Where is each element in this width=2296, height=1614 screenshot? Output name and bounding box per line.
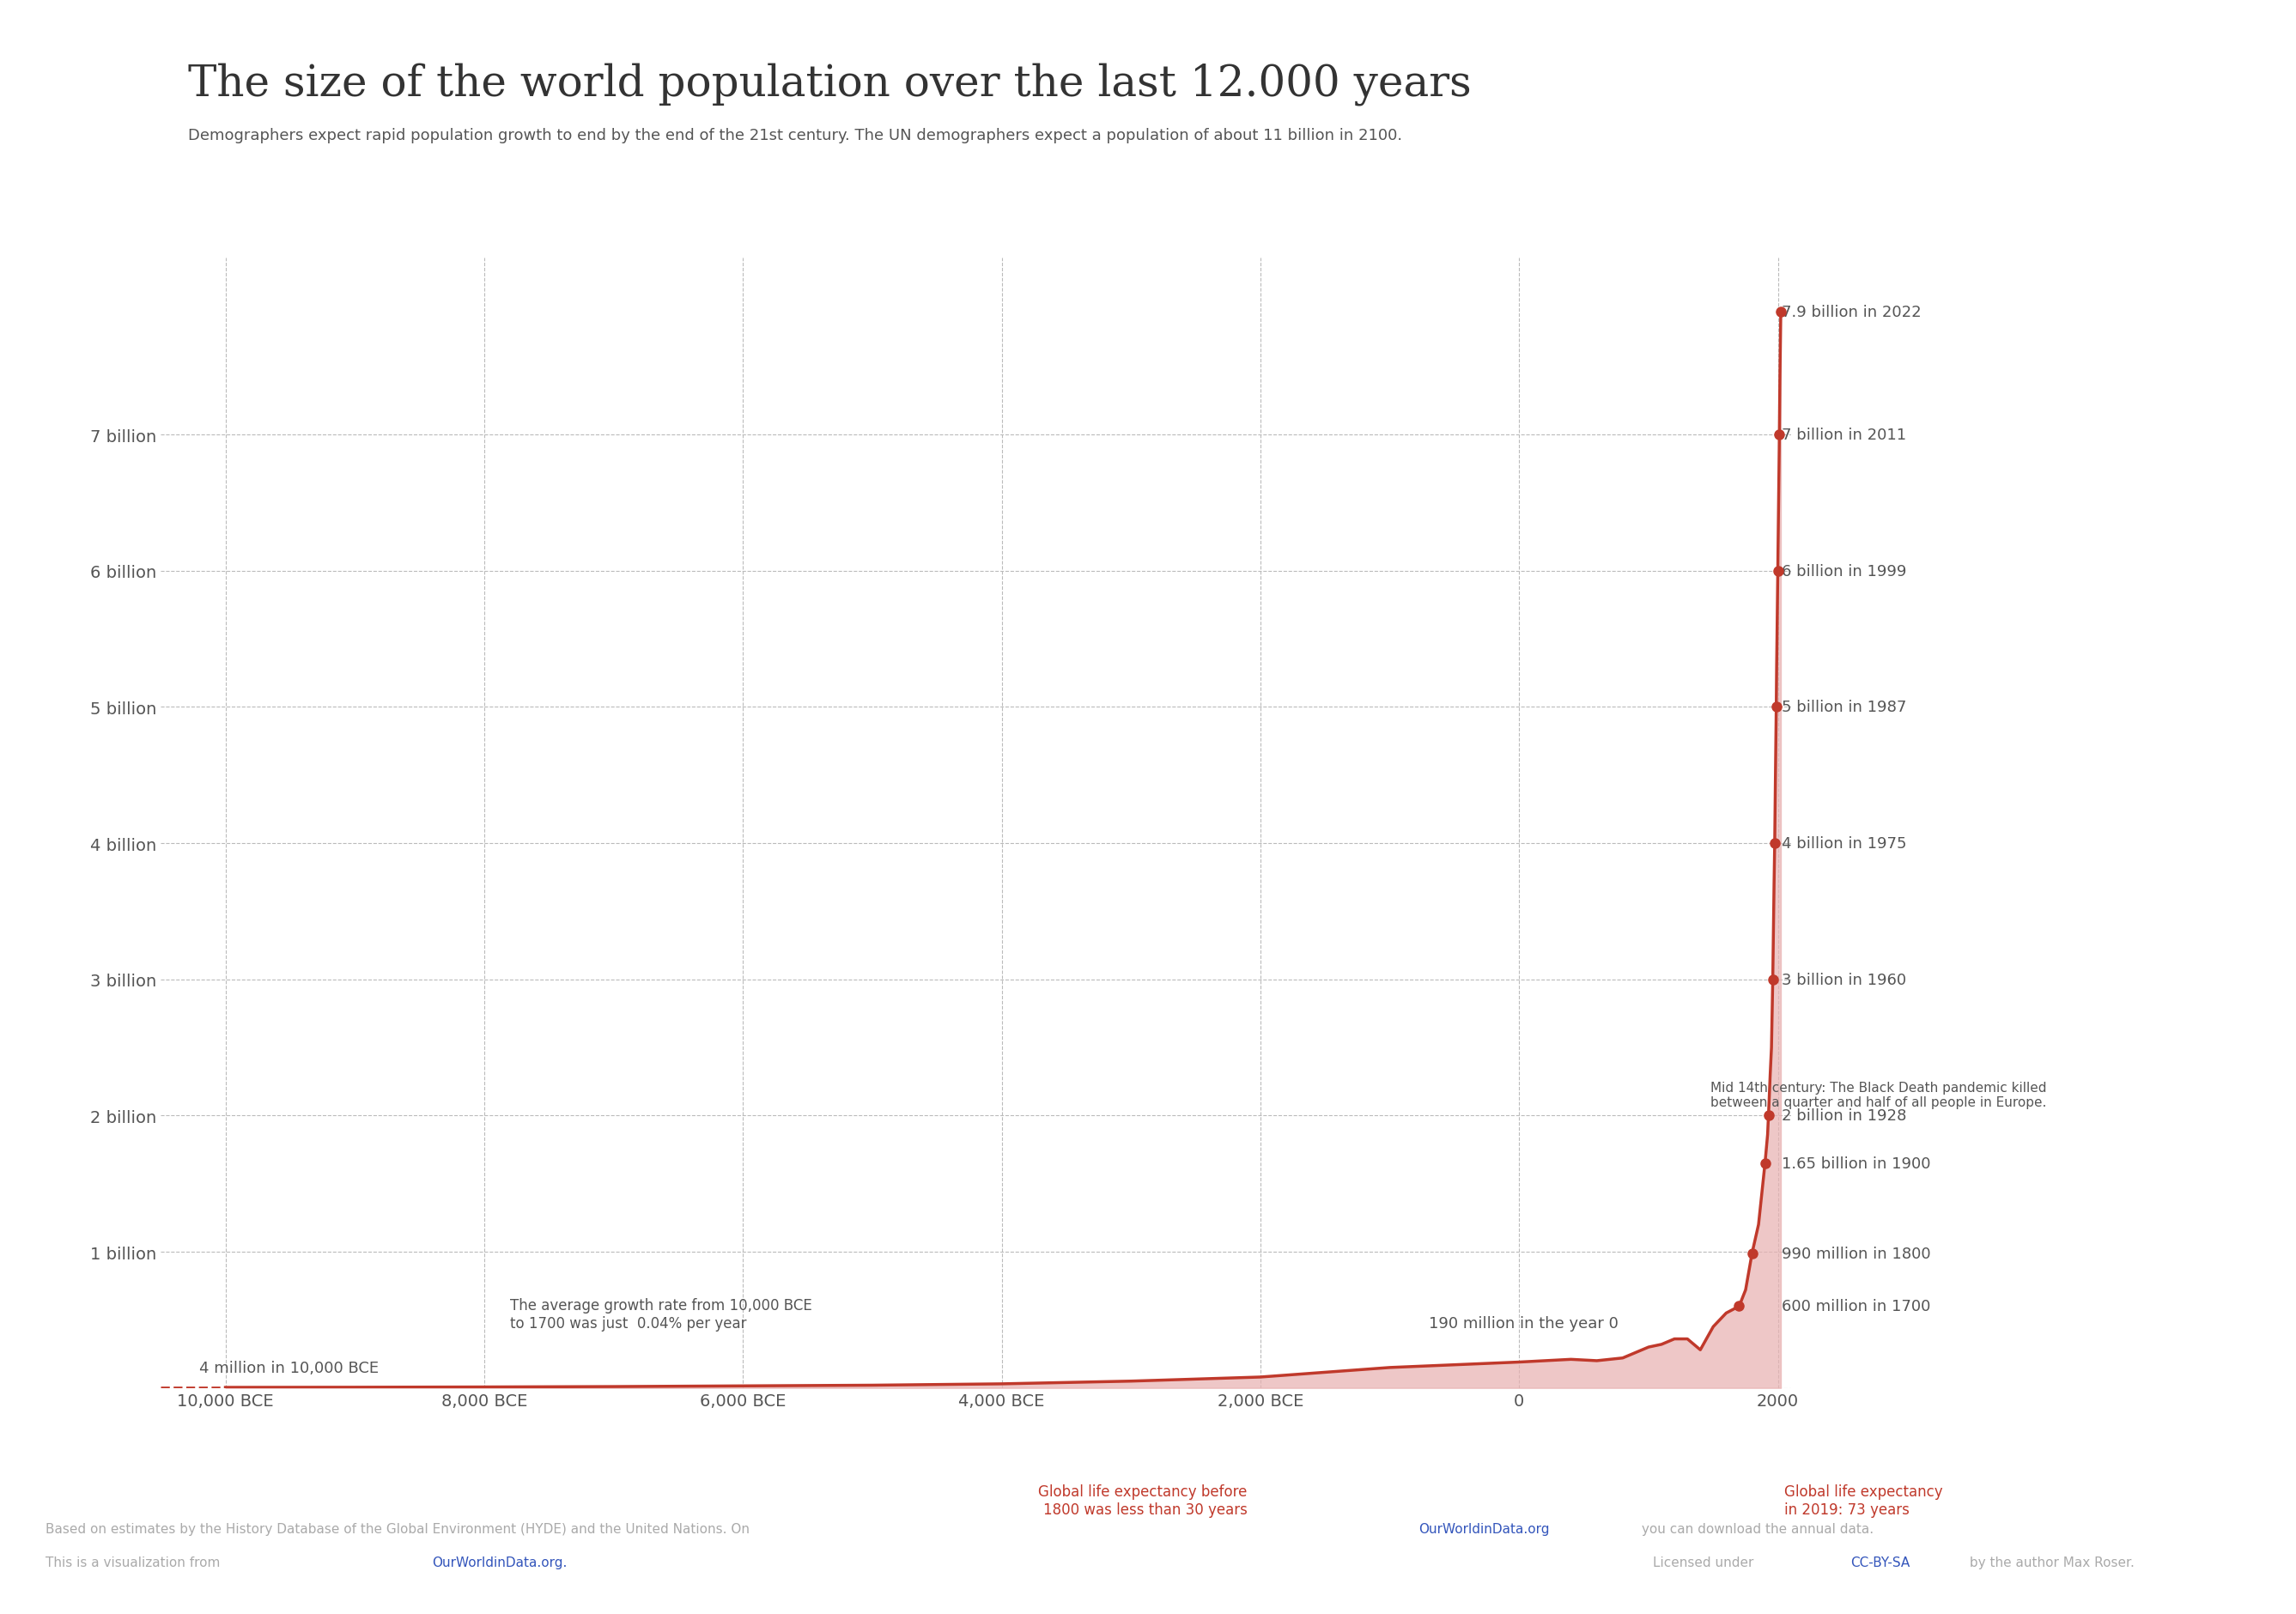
Text: 4 billion in 1975: 4 billion in 1975 xyxy=(1782,836,1906,851)
Text: OurWorldinData.org.: OurWorldinData.org. xyxy=(432,1556,567,1569)
Text: 4 million in 10,000 BCE: 4 million in 10,000 BCE xyxy=(200,1361,379,1375)
Text: 3 billion in 1960: 3 billion in 1960 xyxy=(1782,972,1906,988)
Text: Our World: Our World xyxy=(46,73,129,89)
Text: 2 billion in 1928: 2 billion in 1928 xyxy=(1782,1109,1906,1123)
Text: 1.65 billion in 1900: 1.65 billion in 1900 xyxy=(1782,1156,1931,1172)
Text: OurWorldinData.org: OurWorldinData.org xyxy=(1419,1522,1550,1535)
Text: This is a visualization from: This is a visualization from xyxy=(46,1556,225,1569)
Text: 5 billion in 1987: 5 billion in 1987 xyxy=(1782,700,1906,715)
Text: Global life expectancy
in 2019: 73 years: Global life expectancy in 2019: 73 years xyxy=(1784,1483,1942,1517)
Text: 7.9 billion in 2022: 7.9 billion in 2022 xyxy=(1782,305,1922,321)
Text: Demographers expect rapid population growth to end by the end of the 21st centur: Demographers expect rapid population gro… xyxy=(188,128,1403,144)
Text: 7 billion in 2011: 7 billion in 2011 xyxy=(1782,428,1906,442)
Text: CC-BY-SA: CC-BY-SA xyxy=(1851,1556,1910,1569)
Text: The average growth rate from 10,000 BCE
to 1700 was just  0.04% per year: The average growth rate from 10,000 BCE … xyxy=(510,1298,813,1332)
Text: in Data: in Data xyxy=(57,123,117,139)
Text: by the author Max Roser.: by the author Max Roser. xyxy=(1965,1556,2135,1569)
Text: The size of the world population over the last 12.000 years: The size of the world population over th… xyxy=(188,63,1472,105)
Text: 600 million in 1700: 600 million in 1700 xyxy=(1782,1299,1931,1314)
Text: 190 million in the year 0: 190 million in the year 0 xyxy=(1428,1315,1619,1332)
Text: Global life expectancy before
1800 was less than 30 years: Global life expectancy before 1800 was l… xyxy=(1038,1483,1247,1517)
Text: Based on estimates by the History Database of the Global Environment (HYDE) and : Based on estimates by the History Databa… xyxy=(46,1522,753,1535)
Text: you can download the annual data.: you can download the annual data. xyxy=(1637,1522,1874,1535)
Text: 990 million in 1800: 990 million in 1800 xyxy=(1782,1246,1931,1261)
Text: Licensed under: Licensed under xyxy=(1653,1556,1759,1569)
Text: 6 billion in 1999: 6 billion in 1999 xyxy=(1782,563,1906,579)
Text: Mid 14th century: The Black Death pandemic killed
between a quarter and half of : Mid 14th century: The Black Death pandem… xyxy=(1711,1081,2046,1109)
